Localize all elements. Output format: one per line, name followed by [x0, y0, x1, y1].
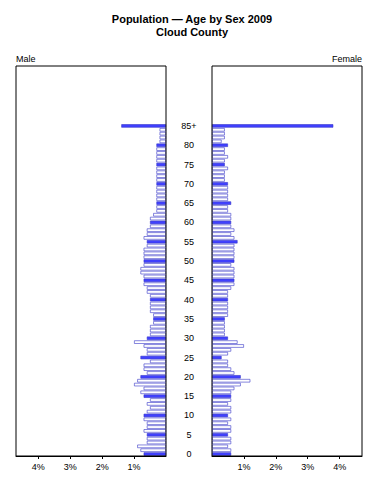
- svg-text:25: 25: [184, 353, 194, 363]
- svg-text:75: 75: [184, 160, 194, 170]
- svg-text:1%: 1%: [237, 462, 250, 472]
- svg-text:35: 35: [184, 314, 194, 324]
- svg-text:Cloud County: Cloud County: [156, 26, 229, 38]
- svg-text:20: 20: [184, 372, 194, 382]
- svg-text:3%: 3%: [301, 462, 314, 472]
- svg-text:70: 70: [184, 179, 194, 189]
- svg-text:5: 5: [186, 430, 191, 440]
- svg-text:40: 40: [184, 295, 194, 305]
- svg-text:60: 60: [184, 217, 194, 227]
- svg-text:Male: Male: [16, 54, 36, 64]
- svg-text:85+: 85+: [181, 121, 196, 131]
- svg-text:10: 10: [184, 410, 194, 420]
- svg-text:2%: 2%: [96, 462, 109, 472]
- svg-text:30: 30: [184, 333, 194, 343]
- svg-text:Female: Female: [332, 54, 362, 64]
- svg-text:65: 65: [184, 198, 194, 208]
- svg-text:55: 55: [184, 237, 194, 247]
- svg-text:4%: 4%: [32, 462, 45, 472]
- svg-text:3%: 3%: [64, 462, 77, 472]
- svg-text:80: 80: [184, 140, 194, 150]
- svg-text:50: 50: [184, 256, 194, 266]
- svg-text:Population — Age by Sex 2009: Population — Age by Sex 2009: [112, 13, 272, 25]
- svg-text:2%: 2%: [269, 462, 282, 472]
- svg-text:1%: 1%: [128, 462, 141, 472]
- svg-text:4%: 4%: [333, 462, 346, 472]
- svg-text:15: 15: [184, 391, 194, 401]
- svg-text:0: 0: [186, 449, 191, 459]
- svg-text:45: 45: [184, 275, 194, 285]
